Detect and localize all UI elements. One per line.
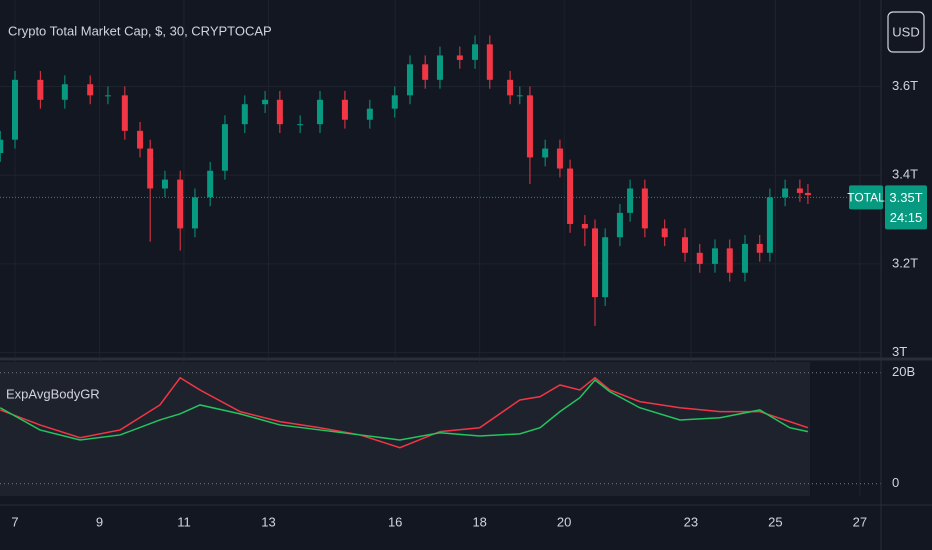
y-tick-label: 3T bbox=[892, 344, 907, 359]
candle-body bbox=[61, 84, 68, 100]
candle-body bbox=[37, 79, 44, 100]
candle-body bbox=[766, 197, 773, 253]
candle-body bbox=[661, 228, 668, 238]
candle-body bbox=[456, 55, 463, 60]
candle-body bbox=[0, 139, 4, 153]
candle-body bbox=[567, 168, 574, 224]
y-tick-label: 3.4T bbox=[892, 167, 918, 182]
candle-body bbox=[741, 243, 748, 273]
x-tick-label: 11 bbox=[177, 514, 191, 529]
currency-label[interactable]: USD bbox=[892, 24, 919, 39]
x-tick-label: 25 bbox=[768, 514, 782, 529]
candle-body bbox=[366, 108, 373, 120]
candle-body bbox=[507, 79, 514, 96]
candle-body bbox=[556, 148, 563, 169]
candle-body bbox=[526, 95, 533, 158]
x-tick-label: 20 bbox=[557, 514, 571, 529]
candle-body bbox=[542, 148, 549, 158]
currency-button[interactable] bbox=[887, 11, 925, 53]
candle-body bbox=[796, 188, 803, 193]
x-tick-label: 13 bbox=[261, 514, 275, 529]
candle-body bbox=[486, 44, 493, 80]
last-price-box bbox=[885, 185, 927, 230]
x-tick-label: 9 bbox=[96, 514, 103, 529]
candle-body bbox=[616, 212, 623, 238]
y-tick-label: 3.2T bbox=[892, 255, 918, 270]
candle-body bbox=[696, 252, 703, 264]
candle-body bbox=[262, 99, 269, 105]
candle-body bbox=[177, 179, 184, 229]
candle-body bbox=[147, 148, 154, 189]
candle-body bbox=[681, 237, 688, 253]
candle-body bbox=[297, 124, 304, 126]
candle-body bbox=[241, 104, 248, 125]
candle-body bbox=[472, 44, 479, 60]
countdown-label: 24:15 bbox=[890, 210, 923, 225]
candle-body bbox=[592, 228, 599, 298]
candle-body bbox=[87, 84, 94, 96]
candle-body bbox=[602, 237, 609, 298]
indicator-line bbox=[0, 378, 809, 441]
chart-title: Crypto Total Market Cap, $, 30, CRYPTOCA… bbox=[8, 23, 272, 38]
candle-body bbox=[341, 99, 348, 120]
candle-body bbox=[422, 64, 429, 80]
candle-body bbox=[406, 64, 413, 96]
x-tick-label: 23 bbox=[684, 514, 698, 529]
last-price-label: 3.35T bbox=[889, 190, 922, 205]
candle-body bbox=[756, 243, 763, 253]
candle-body bbox=[627, 188, 634, 213]
candle-body bbox=[641, 188, 648, 229]
candle-body bbox=[191, 197, 198, 229]
x-tick-label: 18 bbox=[472, 514, 486, 529]
candle-body bbox=[104, 95, 111, 97]
y-tick-label: 0 bbox=[892, 475, 899, 490]
y-tick-label: 20B bbox=[892, 364, 915, 379]
candle-body bbox=[121, 95, 128, 131]
candle-body bbox=[581, 223, 588, 229]
candle-body bbox=[137, 130, 144, 149]
candle-body bbox=[161, 179, 168, 189]
indicator-line bbox=[0, 376, 809, 449]
candle-body bbox=[221, 124, 228, 171]
y-tick-label: 3.6T bbox=[892, 78, 918, 93]
candle-body bbox=[711, 248, 718, 264]
candle-body bbox=[516, 95, 523, 97]
candle-body bbox=[804, 192, 811, 196]
candle-body bbox=[316, 99, 323, 125]
symbol-label: TOTAL bbox=[847, 191, 885, 205]
candle-body bbox=[436, 55, 443, 80]
x-tick-label: 16 bbox=[388, 514, 402, 529]
x-tick-label: 27 bbox=[853, 514, 867, 529]
candle-body bbox=[391, 95, 398, 109]
candle-body bbox=[276, 99, 283, 125]
candle-body bbox=[782, 188, 789, 198]
candle-body bbox=[11, 79, 18, 140]
symbol-box bbox=[849, 185, 883, 210]
x-tick-label: 7 bbox=[11, 514, 18, 529]
indicator-title: ExpAvgBodyGR bbox=[6, 386, 100, 401]
candle-body bbox=[207, 170, 214, 198]
candle-body bbox=[726, 248, 733, 273]
